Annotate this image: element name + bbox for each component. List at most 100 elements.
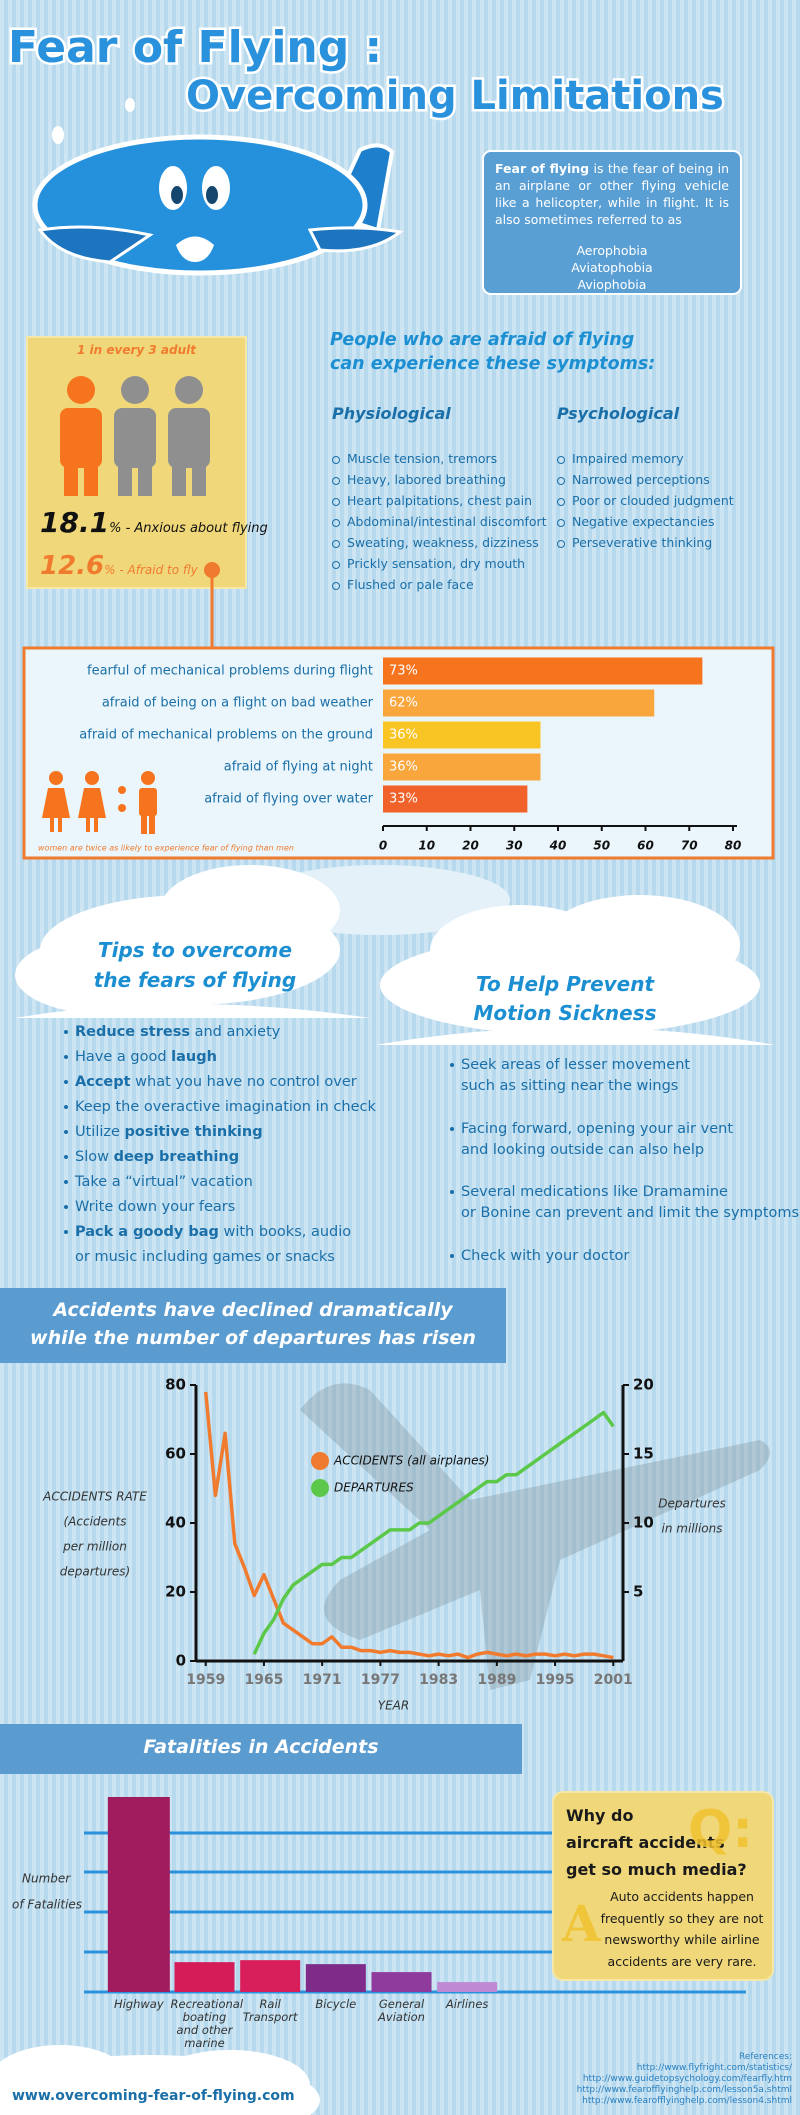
answer-line: frequently so they are not	[600, 1910, 764, 1926]
fear-chart-frame-part	[86, 816, 90, 832]
category-label: Recreational boating and other marine	[170, 1997, 244, 2050]
motion-text: and looking outside can also help	[461, 1141, 705, 1158]
fear-chart-frame-part	[50, 816, 54, 832]
symptom-text: Sweating, weakness, dizziness	[347, 535, 539, 550]
plane-illustration-part	[52, 126, 64, 144]
heading-line: the fears of flying	[93, 968, 297, 992]
tip-line: Utilize positive thinking	[64, 1120, 376, 1145]
symptom-text: Narrowed perceptions	[572, 472, 710, 487]
stat-anxious: 18.1% - Anxious about flying	[40, 506, 268, 539]
tip-text: Write down your fears	[75, 1199, 236, 1215]
tip-line: Slow deep breathing	[64, 1145, 376, 1170]
value-label: 62%	[389, 696, 418, 711]
tip-text: with books, audio	[218, 1224, 352, 1240]
tip-text: laugh	[171, 1049, 217, 1065]
symptoms-heading: People who are afraid of flying can expe…	[330, 328, 655, 376]
tips-heading: Tips to overcome the fears of flying	[30, 935, 360, 995]
y-axis-label: (Accidents	[64, 1515, 127, 1529]
y2-tick-label: 5	[633, 1583, 643, 1601]
category-label: Bicycle	[315, 1997, 357, 2011]
x-tick-label: 20	[462, 839, 479, 853]
question-line: Why do	[566, 1806, 634, 1825]
symptom-text: Flushed or pale face	[347, 577, 474, 592]
tip-line: Pack a goody bag with books, audio	[64, 1220, 376, 1245]
q-mark: Q:	[688, 1800, 753, 1860]
x-tick-label: 1983	[419, 1672, 458, 1688]
symptom-item: Heart palpitations, chest pain	[332, 490, 532, 511]
x-tick-label: 50	[593, 839, 610, 853]
fear-chart-frame-part	[49, 771, 63, 785]
title-line: Accidents have declined dramatically	[53, 1299, 453, 1321]
bullet	[557, 497, 565, 506]
tip-line: Have a good laugh	[64, 1045, 376, 1070]
stats-ratio: 1 in every 3 adult	[77, 343, 196, 357]
question-line: aircraft accidents	[566, 1833, 725, 1852]
symptom-text: Abdominal/intestinal discomfort	[347, 514, 547, 529]
x-tick-label: 1995	[536, 1672, 575, 1688]
tip-line: Keep the overactive imagination in check	[64, 1095, 376, 1120]
bullet	[557, 539, 565, 548]
x-axis-label: YEAR	[378, 1699, 409, 1713]
plane-shadow	[300, 1383, 770, 1690]
reference-link[interactable]: http://www.fearofflyinghelp.com/lesson4.…	[582, 2096, 792, 2106]
stats-panel	[26, 336, 247, 648]
y-axis-label: of Fatalities	[12, 1898, 82, 1912]
symptom-text: Muscle tension, tremors	[347, 451, 498, 466]
tip-text: Take a “virtual” vacation	[75, 1174, 253, 1190]
stat-label: % - Anxious about flying	[109, 521, 268, 536]
x-tick-label: 1965	[244, 1672, 283, 1688]
category-label: afraid of flying at night	[224, 760, 373, 775]
tip-line: Reduce stress and anxiety	[64, 1020, 376, 1045]
cloud-part	[15, 935, 205, 1015]
fear-chart-frame-part	[139, 788, 157, 816]
motion-line: and looking outside can also help	[450, 1140, 733, 1161]
bullet	[332, 560, 340, 569]
x-tick-label: 2001	[594, 1672, 633, 1688]
qa-question: Why do aircraft accidents get so much me…	[566, 1802, 747, 1883]
title-line: while the number of departures has risen	[30, 1327, 476, 1349]
motion-text: Seek areas of lesser movement	[461, 1057, 691, 1073]
bullet	[64, 1155, 68, 1159]
bullet	[64, 1180, 68, 1184]
cloud-part	[150, 2050, 310, 2115]
symptom-item: Prickly sensation, dry mouth	[332, 553, 525, 574]
reference-link[interactable]: http://www.flyfright.com/statistics/	[636, 2063, 792, 2073]
bullet	[64, 1080, 68, 1084]
bullet	[64, 1230, 68, 1234]
symptom-text: Impaired memory	[572, 451, 684, 466]
y2-tick-label: 20	[633, 1376, 654, 1394]
definition: Fear of flying is the fear of being in a…	[495, 160, 729, 293]
cloud	[0, 2045, 320, 2115]
motion-item: Seek areas of lesser movement such as sit…	[450, 1055, 690, 1097]
stat-value: 12.6	[40, 551, 105, 581]
heading-line: Tips to overcome	[97, 938, 293, 962]
symptom-item: Heavy, labored breathing	[332, 469, 506, 490]
reference-link[interactable]: http://www.guidetopsychology.com/fearfly…	[582, 2074, 792, 2084]
symptom-item: Abdominal/intestinal discomfort	[332, 511, 547, 532]
symptom-group-title: Physiological	[332, 404, 451, 423]
motion-line: Several medications like Dramamine	[450, 1182, 799, 1203]
motion-text: Check with your doctor	[461, 1247, 630, 1264]
motion-line: Check with your doctor	[450, 1246, 629, 1267]
plane-illustration-part	[206, 186, 218, 204]
site-url[interactable]: www.overcoming-fear-of-flying.com	[12, 2088, 295, 2104]
series-line	[203, 1391, 614, 1660]
tip-text: Slow	[75, 1149, 114, 1165]
answer-line: accidents are very rare.	[607, 1953, 757, 1969]
stats-panel-part	[114, 408, 156, 468]
symptom-item: Muscle tension, tremors	[332, 448, 497, 469]
reference-link[interactable]: http://www.fearofflyinghelp.com/lesson5a…	[576, 2085, 792, 2095]
y2-axis-label: in millions	[662, 1522, 723, 1536]
value-label: 73%	[389, 664, 418, 679]
cloud-part	[0, 2045, 130, 2115]
stats-panel-part	[64, 460, 78, 496]
category-label: afraid of mechanical problems on the gro…	[79, 728, 373, 743]
bullet	[332, 497, 340, 506]
motion-text: such as sitting near the wings	[461, 1078, 679, 1094]
references: References: http://www.flyfright.com/sta…	[577, 2052, 792, 2107]
tip-text: or music including games or snacks	[75, 1249, 335, 1265]
bullet	[450, 1253, 454, 1258]
bullet	[557, 518, 565, 527]
